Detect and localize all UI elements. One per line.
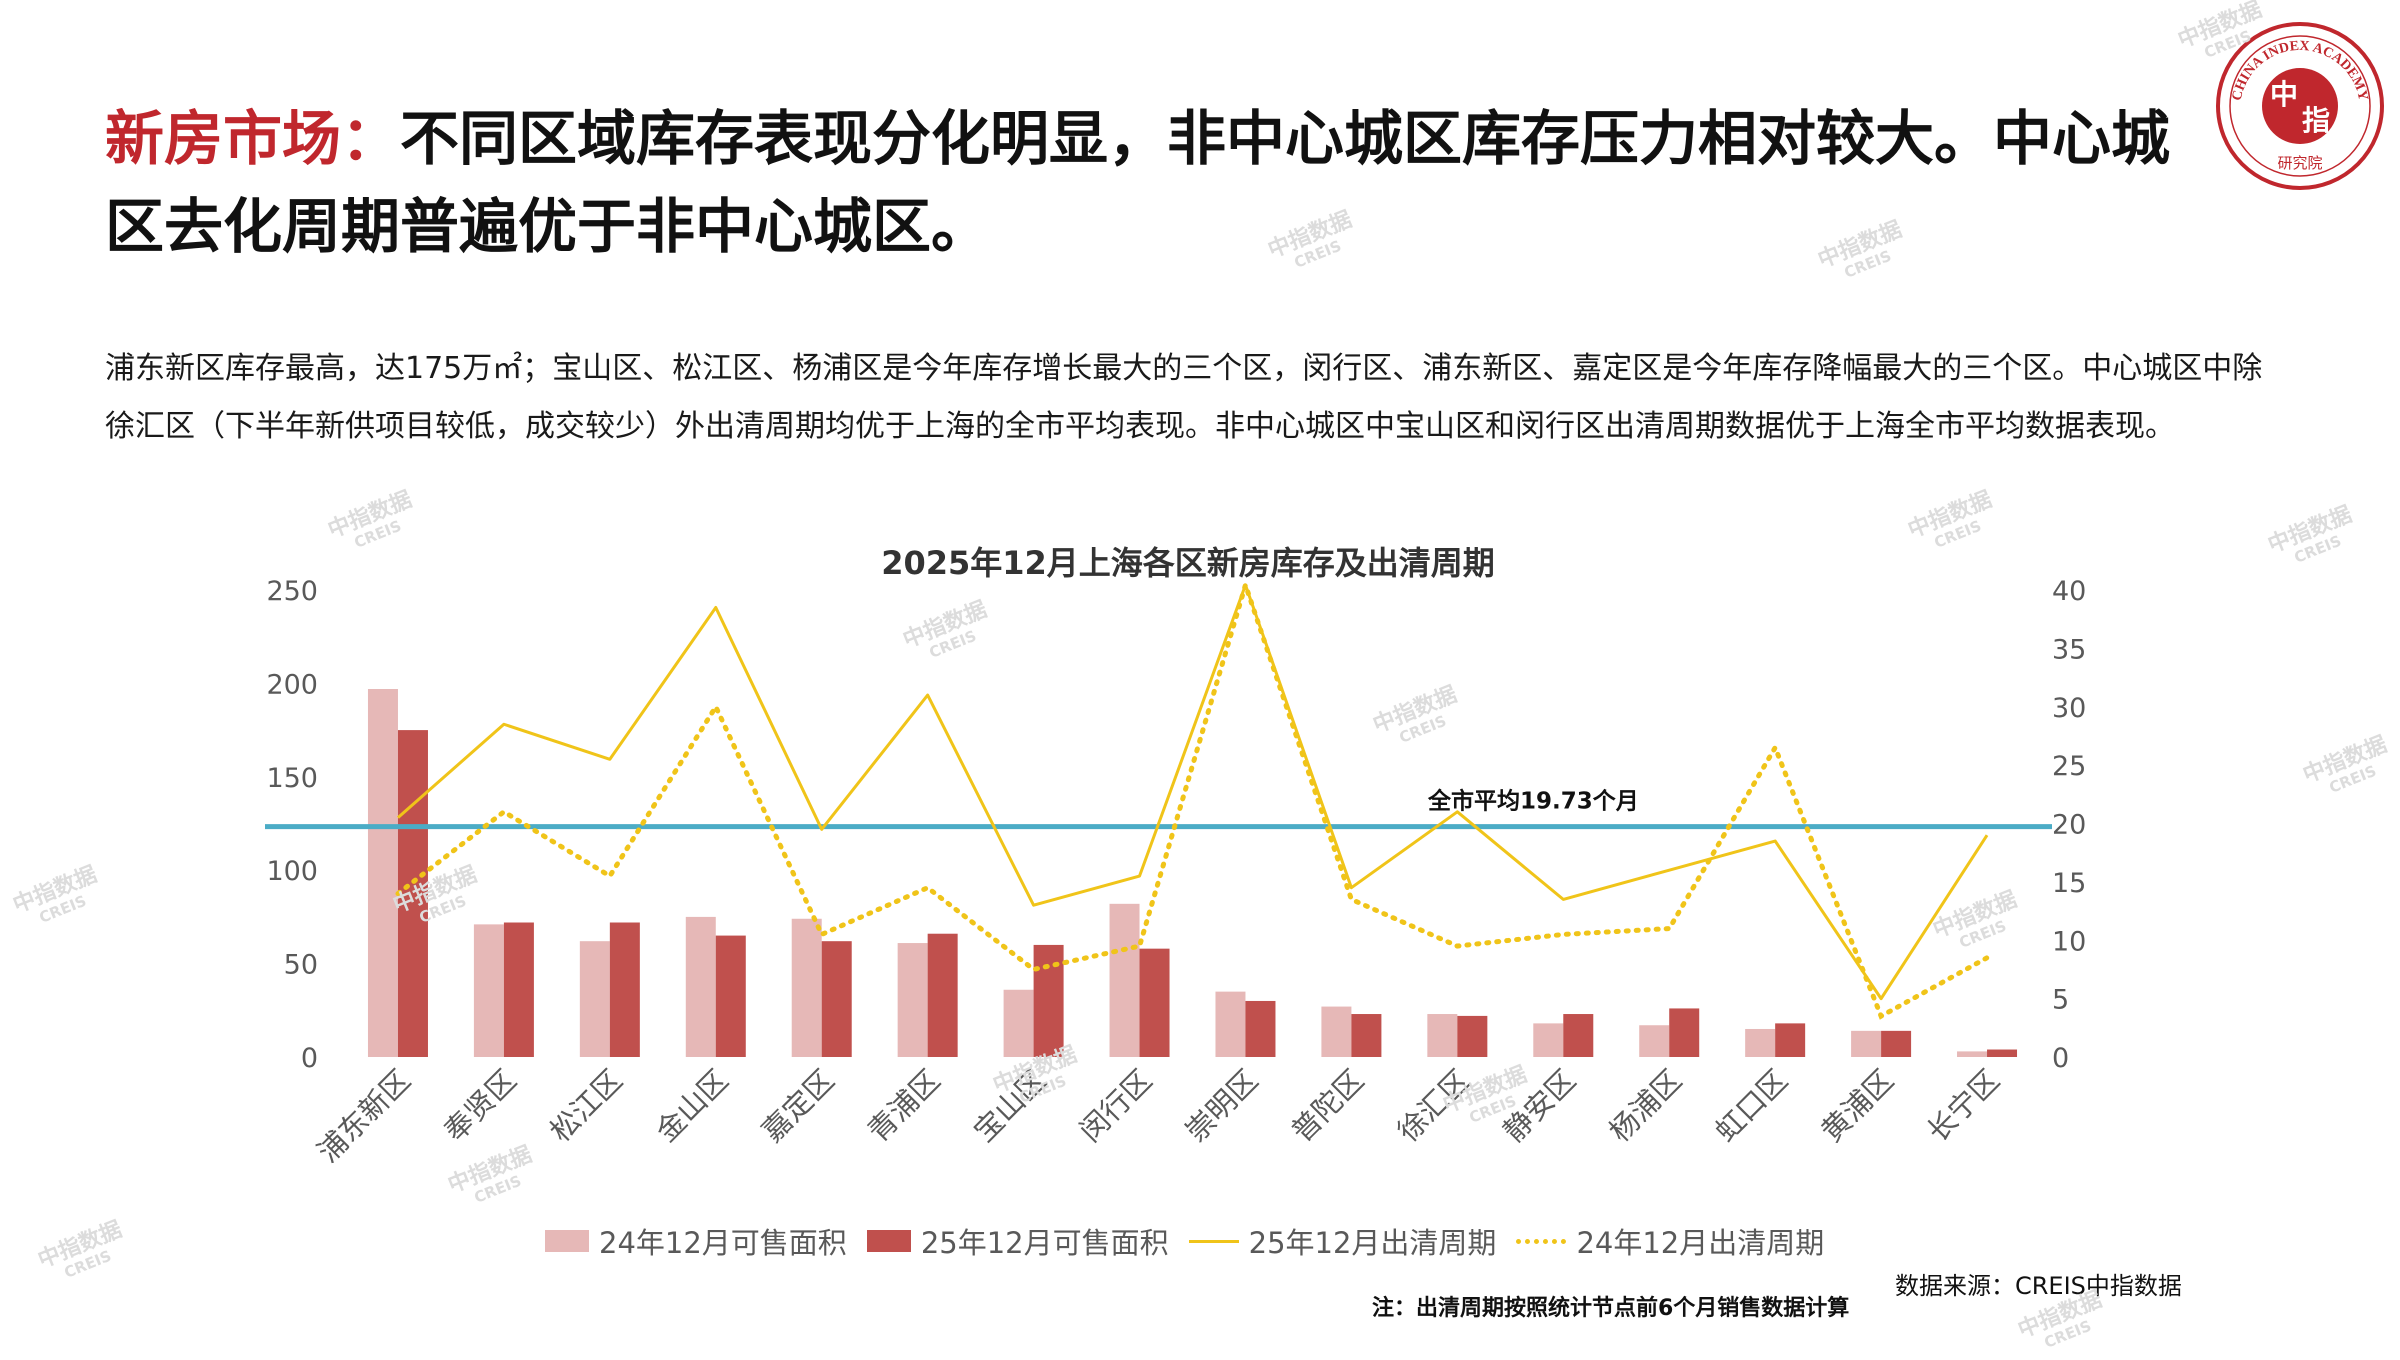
bar-2025-13 xyxy=(1775,1023,1806,1057)
category-label-2: 松江区 xyxy=(543,1063,629,1149)
bar-2024-3 xyxy=(685,916,716,1057)
category-label-6: 宝山区 xyxy=(967,1063,1053,1149)
logo-char-1: 中 xyxy=(2270,78,2298,111)
legend-item-bar-2025: 25年12月可售面积 xyxy=(866,1220,1169,1262)
y-left-tick-3: 150 xyxy=(266,763,318,794)
bar-2024-6 xyxy=(1003,989,1034,1057)
bar-2025-7 xyxy=(1139,948,1170,1057)
category-label-9: 普陀区 xyxy=(1285,1063,1371,1149)
bar-2024-0 xyxy=(367,689,398,1057)
category-label-8: 崇明区 xyxy=(1179,1063,1265,1149)
logo-char-2: 指 xyxy=(2302,104,2330,137)
legend-swatch-dark xyxy=(866,1230,911,1252)
category-label-5: 青浦区 xyxy=(861,1063,947,1149)
legend-label-line-2025: 25年12月出清周期 xyxy=(1248,1226,1497,1260)
y-right-tick-4: 20 xyxy=(2052,810,2086,841)
bar-2025-3 xyxy=(715,935,746,1057)
watermark-cn: 中指数据 xyxy=(34,1217,126,1274)
y-left-tick-0: 0 xyxy=(301,1043,318,1074)
legend-label-line-2024: 24年12月出清周期 xyxy=(1576,1226,1825,1260)
bar-2025-11 xyxy=(1563,1014,1594,1057)
y-right-tick-6: 30 xyxy=(2052,693,2086,724)
y-right-tick-1: 5 xyxy=(2052,985,2069,1016)
bar-2025-9 xyxy=(1351,1014,1382,1057)
bar-2025-15 xyxy=(1987,1049,2018,1057)
bar-2025-6 xyxy=(1033,944,1064,1057)
line-series-2025 xyxy=(396,583,1989,1001)
category-label-11: 静安区 xyxy=(1497,1063,1583,1149)
line-series-2024 xyxy=(395,576,1990,1020)
category-label-13: 虹口区 xyxy=(1709,1063,1795,1149)
category-label-10: 徐汇区 xyxy=(1391,1063,1477,1149)
title-text: 不同区域库存表现分化明显，非中心城区库存压力相对较大。中心城区去化周期普遍优于非… xyxy=(105,104,2171,261)
logo-text-bottom: 研究院 xyxy=(2277,154,2322,172)
bar-2024-5 xyxy=(897,943,928,1057)
y-right-tick-8: 40 xyxy=(2052,576,2086,607)
bar-2024-12 xyxy=(1639,1025,1670,1057)
watermark-14: 中指数据 CREIS xyxy=(34,1217,133,1290)
category-label-7: 闵行区 xyxy=(1073,1063,1159,1149)
legend-label-bar-2025: 25年12月可售面积 xyxy=(920,1226,1169,1260)
watermark-en: CREIS xyxy=(2041,1316,2094,1352)
bar-2024-9 xyxy=(1321,1006,1352,1057)
bar-2025-10 xyxy=(1457,1015,1488,1057)
bar-2024-2 xyxy=(579,941,610,1057)
y-right-tick-5: 25 xyxy=(2052,751,2086,782)
bar-2025-12 xyxy=(1669,1008,1700,1057)
inventory-chart: 2025年12月上海各区新房库存及出清周期 0 50 100 150 200 250 0 5 1… xyxy=(265,544,2086,1169)
category-label-4: 嘉定区 xyxy=(755,1063,841,1149)
y-left-tick-4: 200 xyxy=(266,669,318,700)
bar-2024-4 xyxy=(791,918,822,1057)
bar-2025-8 xyxy=(1245,1000,1276,1057)
category-label-12: 杨浦区 xyxy=(1603,1063,1689,1149)
bar-2024-11 xyxy=(1533,1023,1564,1057)
bar-2025-1 xyxy=(503,922,534,1057)
bar-2025-14 xyxy=(1881,1030,1912,1057)
category-label-14: 黄浦区 xyxy=(1814,1063,1900,1149)
y-left-tick-5: 250 xyxy=(266,576,318,607)
category-label-0: 浦东新区 xyxy=(311,1063,417,1169)
y-right-tick-3: 15 xyxy=(2052,868,2086,899)
footnote: 注：出清周期按照统计节点前6个月销售数据计算 xyxy=(1372,1296,1850,1321)
y-right-tick-7: 35 xyxy=(2052,634,2086,665)
legend-item-bar-2024: 24年12月可售面积 xyxy=(545,1220,847,1262)
category-label-15: 长宁区 xyxy=(1920,1063,2006,1149)
legend-item-line-2024: 24年12月出清周期 xyxy=(1516,1220,1824,1262)
watermark-en: CREIS xyxy=(61,1246,114,1282)
bar-2024-7 xyxy=(1109,903,1140,1057)
y-right-tick-2: 10 xyxy=(2052,926,2086,957)
y-left-tick-1: 50 xyxy=(284,950,318,981)
legend-item-line-2025: 25年12月出清周期 xyxy=(1188,1220,1497,1262)
bar-2024-14 xyxy=(1851,1030,1882,1057)
bar-2024-15 xyxy=(1957,1051,1988,1057)
summary-text: 浦东新区库存最高，达175万㎡；宝山区、松江区、杨浦区是今年库存增长最大的三个区… xyxy=(105,351,2263,444)
title-highlight: 新房市场： xyxy=(105,104,401,173)
bar-2025-4 xyxy=(821,941,852,1057)
category-label-3: 金山区 xyxy=(649,1063,735,1149)
category-label-1: 奉贤区 xyxy=(437,1063,523,1149)
legend-label-bar-2024: 24年12月可售面积 xyxy=(599,1226,847,1260)
bar-2025-2 xyxy=(609,922,640,1057)
legend-swatch-solid-line xyxy=(1188,1239,1239,1243)
y-right-tick-0: 0 xyxy=(2052,1043,2069,1074)
legend-swatch-dotted-line xyxy=(1516,1238,1567,1244)
chart-legend: 24年12月可售面积 25年12月可售面积 25年12月出清周期 24年12月出… xyxy=(545,1220,1830,1262)
bar-2024-1 xyxy=(473,924,504,1057)
y-left-tick-2: 100 xyxy=(266,856,318,887)
bar-2024-8 xyxy=(1215,991,1246,1057)
bar-2024-13 xyxy=(1745,1028,1776,1057)
china-index-academy-logo: CHINA INDEX ACADEMY 中 指 研究院 xyxy=(2216,22,2384,190)
average-line-label: 全市平均19.73个月 xyxy=(1427,788,1639,815)
chart-title: 2025年12月上海各区新房库存及出清周期 xyxy=(881,544,1495,582)
legend-swatch-light xyxy=(545,1230,589,1252)
data-source: 数据来源：CREIS中指数据 xyxy=(1895,1272,2182,1300)
bar-2024-10 xyxy=(1427,1014,1458,1057)
bar-2025-0 xyxy=(397,730,428,1057)
page-title: 新房市场：不同区域库存表现分化明显，非中心城区库存压力相对较大。中心城区去化周期… xyxy=(105,95,2215,271)
bar-2025-5 xyxy=(927,933,958,1057)
